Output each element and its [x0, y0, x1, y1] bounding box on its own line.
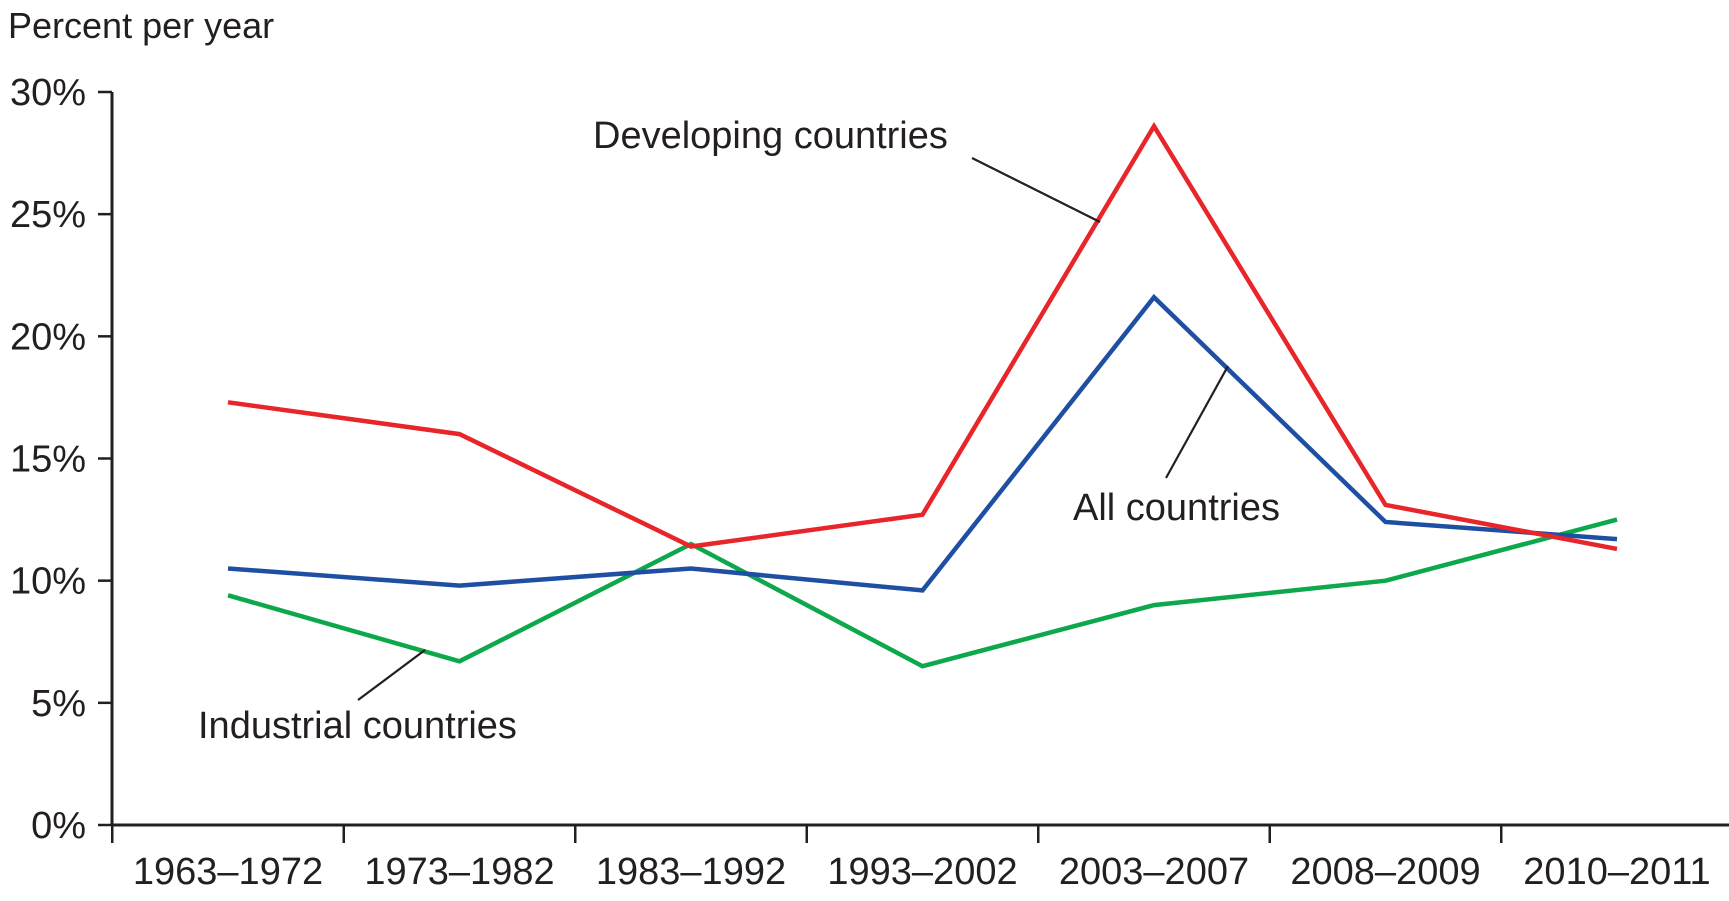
y-tick-label: 15%: [10, 439, 86, 481]
series-developing-countries: [227, 121, 1618, 552]
x-tick-label: 2003–2007: [1059, 851, 1249, 893]
annotation-developing-countries: Developing countries: [593, 115, 948, 157]
y-tick-label: 30%: [10, 72, 86, 114]
y-tick-label: 25%: [10, 194, 86, 236]
x-tick-label: 1993–2002: [827, 851, 1017, 893]
leader-line: [971, 157, 1101, 223]
x-tick-label: 1963–1972: [133, 851, 323, 893]
x-tick-label: 2008–2009: [1290, 851, 1480, 893]
series-industrial-countries: [227, 517, 1618, 669]
y-tick-label: 10%: [10, 561, 86, 603]
series-lines: [227, 121, 1618, 669]
series-all-countries: [227, 293, 1618, 593]
series-annotations: Developing countries All countries Industr…: [198, 115, 1280, 747]
y-axis-ticks: 0% 5% 10% 15% 20% 25% 30%: [10, 72, 112, 847]
y-tick-label: 5%: [31, 683, 86, 725]
annotation-all-countries: All countries: [1073, 487, 1280, 529]
x-axis-ticks: 1963–1972 1973–1982 1983–1992 1993–2002 2003…: [111, 825, 1711, 893]
leader-line: [357, 649, 426, 701]
y-tick-label: 0%: [31, 805, 86, 847]
y-axis-title: Percent per year: [8, 5, 274, 46]
annotation-industrial-countries: Industrial countries: [198, 705, 517, 747]
y-tick-label: 20%: [10, 316, 86, 358]
leader-line: [1165, 365, 1229, 479]
x-tick-label: 1983–1992: [596, 851, 786, 893]
x-tick-label: 2010–2011: [1523, 851, 1710, 893]
x-tick-label: 1973–1982: [364, 851, 554, 893]
